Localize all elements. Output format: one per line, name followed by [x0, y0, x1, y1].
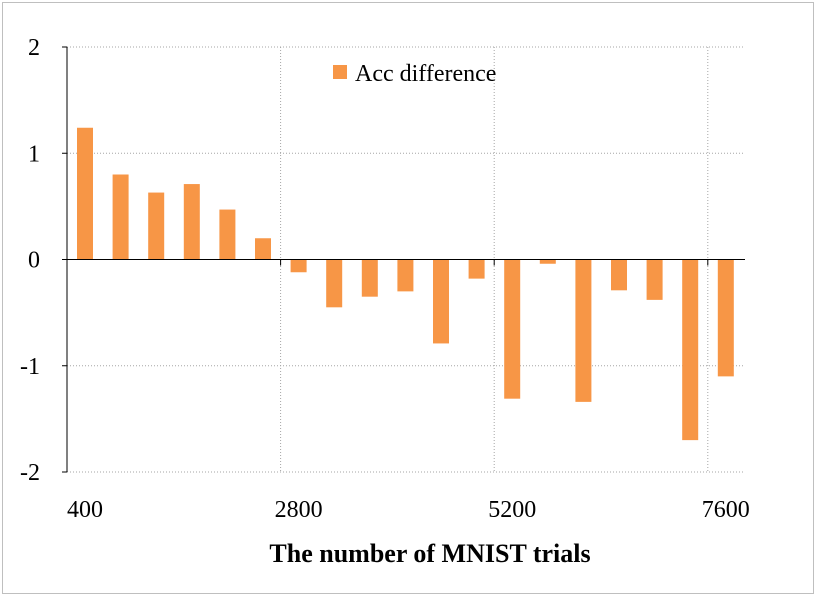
bar-2000	[219, 209, 236, 260]
bar-400	[77, 127, 93, 260]
bar-5600	[539, 259, 556, 264]
bar-4000	[397, 259, 414, 292]
y-tick-label-3: 1	[28, 141, 40, 167]
bar-2800	[290, 259, 307, 273]
x-tick-label-2800: 2800	[275, 497, 323, 523]
x-tick-label-5200: 5200	[488, 497, 536, 523]
gridlines	[67, 46, 745, 473]
y-tick-label-4: 2	[28, 35, 40, 61]
y-tick-labels: -2 -1 0 1 2	[20, 35, 40, 486]
bar-4400	[433, 259, 449, 344]
bar-6400	[611, 259, 627, 291]
y-tick-label-0: -2	[20, 460, 40, 486]
bar-800	[112, 174, 129, 260]
y-tick-label-1: -1	[20, 354, 40, 380]
bar-7200	[682, 259, 699, 441]
legend: Acc difference	[333, 61, 496, 87]
x-tick-labels: 400 2800 5200 7600	[67, 497, 750, 523]
bar-1600	[183, 184, 200, 260]
bars	[77, 127, 734, 441]
bar-7600	[717, 259, 734, 377]
legend-label: Acc difference	[355, 61, 496, 87]
bar-3600	[361, 259, 378, 297]
x-axis-title: The number of MNIST trials	[269, 539, 590, 568]
x-tick-label-400: 400	[67, 497, 103, 523]
bar-3200	[326, 259, 343, 308]
bar-5200	[504, 259, 521, 399]
x-tick-label-7600: 7600	[702, 497, 750, 523]
y-tick-label-2: 0	[28, 248, 40, 274]
legend-swatch	[333, 65, 347, 79]
bar-1200	[148, 192, 165, 260]
bar-6000	[575, 259, 592, 402]
bar-2400	[255, 238, 271, 260]
bar-6800	[646, 259, 663, 300]
bar-4800	[468, 259, 485, 279]
axes	[62, 46, 745, 473]
